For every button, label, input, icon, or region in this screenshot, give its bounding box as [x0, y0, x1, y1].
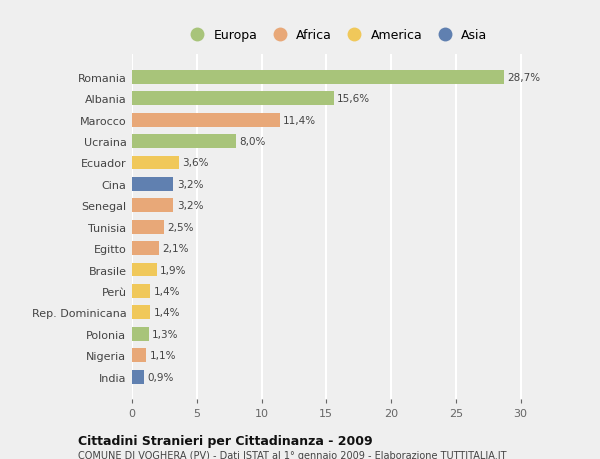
Text: 3,6%: 3,6%: [182, 158, 208, 168]
Text: 2,1%: 2,1%: [163, 244, 189, 253]
Bar: [132, 306, 150, 319]
Legend: Europa, Africa, America, Asia: Europa, Africa, America, Asia: [182, 27, 490, 45]
Bar: [132, 348, 146, 362]
Text: 0,9%: 0,9%: [147, 372, 173, 382]
Text: 1,9%: 1,9%: [160, 265, 187, 275]
Text: COMUNE DI VOGHERA (PV) - Dati ISTAT al 1° gennaio 2009 - Elaborazione TUTTITALIA: COMUNE DI VOGHERA (PV) - Dati ISTAT al 1…: [78, 450, 506, 459]
Text: 1,1%: 1,1%: [149, 350, 176, 360]
Bar: [132, 327, 149, 341]
Bar: [132, 113, 280, 127]
Text: 1,4%: 1,4%: [154, 308, 180, 318]
Text: 3,2%: 3,2%: [176, 179, 203, 190]
Bar: [132, 263, 157, 277]
Bar: [132, 220, 164, 234]
Bar: [132, 199, 173, 213]
Text: 2,5%: 2,5%: [167, 222, 194, 232]
Text: 1,3%: 1,3%: [152, 329, 179, 339]
Bar: [132, 71, 504, 84]
Text: 28,7%: 28,7%: [507, 73, 540, 83]
Text: 11,4%: 11,4%: [283, 115, 316, 125]
Bar: [132, 156, 179, 170]
Text: Cittadini Stranieri per Cittadinanza - 2009: Cittadini Stranieri per Cittadinanza - 2…: [78, 434, 373, 447]
Bar: [132, 241, 159, 256]
Bar: [132, 178, 173, 191]
Text: 15,6%: 15,6%: [337, 94, 370, 104]
Text: 8,0%: 8,0%: [239, 137, 265, 147]
Text: 3,2%: 3,2%: [176, 201, 203, 211]
Bar: [132, 370, 143, 384]
Bar: [132, 92, 334, 106]
Bar: [132, 284, 150, 298]
Text: 1,4%: 1,4%: [154, 286, 180, 296]
Bar: [132, 135, 236, 149]
